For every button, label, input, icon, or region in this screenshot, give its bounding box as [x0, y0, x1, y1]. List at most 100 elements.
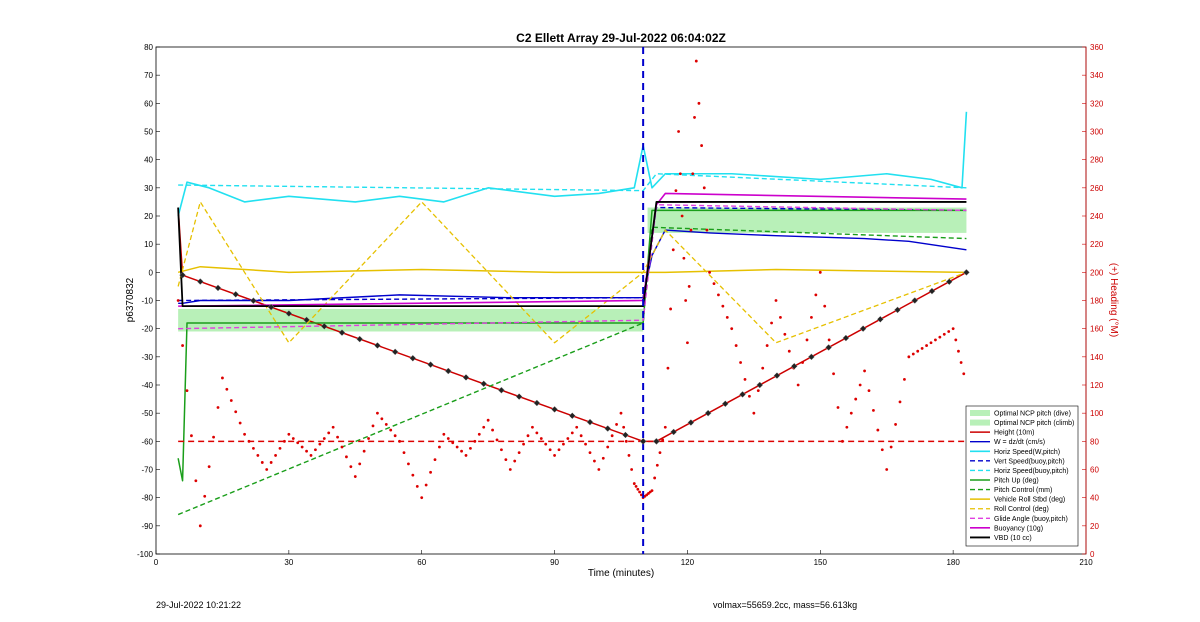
heading-point	[671, 248, 675, 252]
y-axis-label: p6370832	[125, 277, 136, 322]
heading-point	[929, 341, 933, 345]
heading-point	[680, 214, 684, 218]
height-marker	[285, 310, 293, 317]
heading-point	[234, 410, 238, 414]
height-marker	[196, 278, 204, 285]
heading-point	[353, 475, 357, 478]
y2-tick-label: 360	[1090, 43, 1104, 52]
heading-point	[460, 449, 463, 453]
heading-point	[464, 454, 468, 457]
y2-tick-label: 240	[1090, 212, 1104, 221]
y2-tick-label: 260	[1090, 184, 1104, 193]
y-tick-label: 60	[144, 99, 153, 108]
series-vbd-10-cc	[177, 201, 967, 308]
heading-point	[393, 434, 397, 438]
heading-point	[951, 327, 955, 331]
height-marker	[894, 306, 901, 314]
heading-point	[691, 172, 695, 176]
heading-point	[446, 437, 450, 440]
heading-point	[265, 468, 269, 471]
heading-point	[783, 332, 787, 336]
heading-point	[606, 445, 610, 449]
height-marker	[928, 287, 936, 295]
heading-point	[287, 432, 291, 436]
y2-tick-label: 220	[1090, 240, 1104, 249]
x-axis-label: Time (minutes)	[588, 568, 654, 579]
series-vert-speed-buoy-pitch	[178, 206, 967, 302]
heading-point	[708, 270, 711, 274]
heading-point	[407, 462, 410, 466]
height-marker	[825, 344, 833, 351]
heading-point	[818, 270, 822, 274]
height-marker	[480, 380, 488, 388]
heading-point	[531, 425, 534, 429]
heading-point	[380, 417, 384, 421]
y-tick-label: -100	[137, 550, 154, 559]
heading-point	[384, 423, 388, 426]
footer-mass-info: volmax=55659.2cc, mass=56.613kg	[713, 600, 858, 610]
legend-label-height-10m: Height (10m)	[994, 430, 1034, 437]
heading-point	[579, 434, 583, 438]
y-tick-label: 10	[144, 240, 153, 249]
heading-point	[557, 448, 561, 452]
heading-point	[725, 316, 729, 319]
y-tick-label: -60	[141, 437, 153, 446]
heading-point	[630, 468, 634, 471]
x-tick-label: 90	[550, 558, 559, 567]
y-tick-label: -70	[141, 466, 153, 475]
heading-point	[730, 327, 734, 331]
heading-point	[314, 448, 317, 452]
height-marker	[721, 400, 729, 408]
heading-point	[787, 349, 791, 353]
height-marker	[653, 437, 660, 445]
heading-point	[734, 344, 738, 347]
heading-point	[832, 372, 835, 376]
heading-point	[486, 418, 490, 422]
heading-point	[601, 456, 605, 460]
heading-point	[340, 445, 344, 449]
heading-point	[508, 468, 512, 471]
height-marker	[739, 391, 746, 398]
heading-point	[925, 344, 928, 347]
heading-point	[765, 344, 769, 347]
y2-tick-label: 180	[1090, 297, 1104, 306]
legend-label-buoyancy-10g: Buoyancy (10g)	[994, 525, 1043, 532]
y2-axis-label: (+) Heading (°M)	[1108, 263, 1119, 337]
heading-point	[748, 394, 751, 398]
heading-point	[684, 299, 688, 302]
heading-point	[663, 425, 667, 429]
heading-point	[876, 428, 880, 432]
y-tick-label: -30	[141, 353, 153, 362]
x-tick-label: 0	[154, 558, 159, 567]
heading-point	[634, 485, 638, 488]
heading-point	[221, 376, 224, 380]
heading-point	[438, 445, 441, 449]
heading-point	[954, 338, 958, 342]
heading-point	[570, 431, 574, 435]
heading-point	[615, 423, 618, 426]
heading-point	[469, 446, 472, 450]
y2-tick-label: 40	[1090, 494, 1099, 503]
heading-point	[627, 454, 631, 457]
heading-point	[584, 442, 587, 446]
heading-point	[677, 130, 680, 133]
height-marker	[773, 372, 781, 379]
heading-point	[526, 434, 530, 438]
heading-point	[229, 399, 233, 402]
height-marker	[911, 297, 919, 304]
heading-point	[562, 442, 565, 446]
heading-point	[705, 228, 709, 232]
heading-point	[845, 425, 849, 429]
heading-point	[566, 437, 570, 440]
heading-point	[539, 437, 543, 440]
heading-point	[938, 335, 942, 339]
heading-point	[327, 431, 331, 435]
height-marker	[622, 431, 629, 439]
heading-point	[693, 116, 696, 119]
legend-label-vert-speed-buoy-pitch: Vert Speed(buoy,pitch)	[994, 458, 1065, 465]
heading-point	[674, 189, 678, 193]
heading-point	[624, 439, 628, 443]
y2-tick-label: 120	[1090, 381, 1104, 390]
height-marker	[859, 325, 867, 333]
heading-point	[739, 361, 742, 364]
